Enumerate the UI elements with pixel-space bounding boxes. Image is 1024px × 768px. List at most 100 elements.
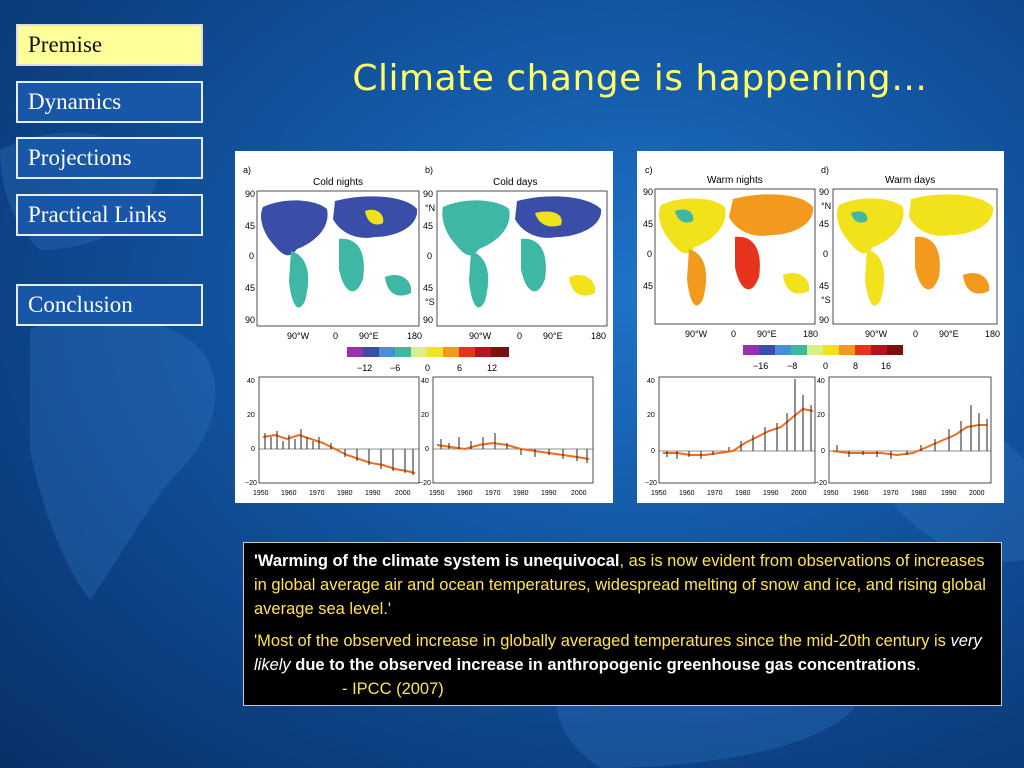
svg-text:0: 0	[647, 249, 652, 259]
svg-text:−20: −20	[815, 480, 827, 487]
svg-text:90°W: 90°W	[865, 329, 888, 339]
svg-text:12: 12	[487, 363, 497, 373]
svg-text:2000: 2000	[969, 490, 985, 497]
svg-text:1950: 1950	[429, 490, 445, 497]
svg-text:1970: 1970	[883, 490, 899, 497]
svg-text:180: 180	[407, 331, 422, 341]
svg-text:1990: 1990	[541, 490, 557, 497]
panel-b-map	[437, 191, 607, 326]
timeseries-warm-days: 40 20 0 −20 1950 1960 1970 1980 1990 200…	[815, 377, 991, 497]
svg-text:90°W: 90°W	[685, 329, 708, 339]
svg-text:0: 0	[823, 249, 828, 259]
panel-a-letter: a)	[243, 165, 251, 175]
svg-text:0: 0	[913, 329, 918, 339]
svg-text:90°E: 90°E	[359, 331, 379, 341]
svg-text:1990: 1990	[941, 490, 957, 497]
svg-text:°N: °N	[821, 201, 831, 211]
nav-dynamics[interactable]: Dynamics	[16, 81, 203, 123]
svg-text:45: 45	[643, 281, 653, 291]
svg-text:0: 0	[251, 446, 255, 453]
svg-text:−20: −20	[245, 480, 257, 487]
svg-text:180: 180	[985, 329, 1000, 339]
svg-text:−16: −16	[753, 361, 768, 371]
nav-conclusion[interactable]: Conclusion	[16, 284, 203, 326]
timeseries-warm-nights: 40 20 0 −20 1950 1960 1970 1980 1990 200…	[645, 377, 815, 497]
figure-warm-extremes: c) Warm nights 90 45 0 45 d) Warm days	[637, 151, 1004, 503]
svg-text:1970: 1970	[309, 490, 325, 497]
svg-text:°S: °S	[821, 295, 831, 305]
svg-text:1980: 1980	[513, 490, 529, 497]
quote-paragraph-1: 'Warming of the climate system is unequi…	[254, 549, 991, 621]
nav-practical-links[interactable]: Practical Links	[16, 194, 203, 236]
timeseries-cold-days: 40 20 0 −20 1950 1960 1970 1980 1990 200…	[419, 377, 593, 497]
svg-text:1960: 1960	[853, 490, 869, 497]
svg-text:45: 45	[819, 219, 829, 229]
svg-text:45: 45	[819, 281, 829, 291]
nav-premise[interactable]: Premise	[16, 24, 203, 66]
quote-source: - IPCC (2007)	[342, 680, 444, 698]
svg-text:°N: °N	[425, 203, 435, 213]
svg-text:90: 90	[423, 315, 433, 325]
svg-text:40: 40	[421, 378, 429, 385]
colour-scale-left: −12 −6 0 6 12	[347, 347, 509, 373]
svg-text:0: 0	[427, 251, 432, 261]
quote-p2-end: .	[916, 656, 921, 674]
svg-text:180: 180	[591, 331, 606, 341]
svg-text:6: 6	[457, 363, 462, 373]
svg-text:20: 20	[817, 412, 825, 419]
panel-c-letter: c)	[645, 165, 653, 175]
panel-b-title: Cold days	[493, 177, 537, 188]
svg-text:1990: 1990	[365, 490, 381, 497]
svg-text:2000: 2000	[395, 490, 411, 497]
svg-text:1950: 1950	[823, 490, 839, 497]
svg-text:1990: 1990	[763, 490, 779, 497]
svg-text:45: 45	[643, 219, 653, 229]
quote-p2-start: 'Most of the observed increase in global…	[254, 632, 951, 650]
nav-projections[interactable]: Projections	[16, 137, 203, 179]
svg-text:0: 0	[249, 251, 254, 261]
svg-text:90°E: 90°E	[543, 331, 563, 341]
panel-d-lat-ticks: 90 °N 45 0 45 °S 90	[819, 187, 831, 325]
svg-text:8: 8	[853, 361, 858, 371]
svg-text:90: 90	[423, 189, 433, 199]
quote-p1-bold: 'Warming of the climate system is unequi…	[254, 552, 620, 570]
svg-text:90: 90	[245, 189, 255, 199]
svg-text:1970: 1970	[707, 490, 723, 497]
svg-text:0: 0	[731, 329, 736, 339]
svg-text:1950: 1950	[253, 490, 269, 497]
svg-text:−6: −6	[390, 363, 400, 373]
svg-text:0: 0	[823, 361, 828, 371]
svg-text:45: 45	[245, 221, 255, 231]
svg-text:90°E: 90°E	[939, 329, 959, 339]
svg-text:1980: 1980	[337, 490, 353, 497]
svg-text:2000: 2000	[571, 490, 587, 497]
svg-text:45: 45	[423, 283, 433, 293]
panel-c-title: Warm nights	[707, 175, 763, 186]
quote-p2-bold: due to the observed increase in anthropo…	[291, 656, 916, 674]
svg-text:°S: °S	[425, 297, 435, 307]
svg-text:−12: −12	[357, 363, 372, 373]
svg-text:20: 20	[421, 412, 429, 419]
svg-text:0: 0	[651, 448, 655, 455]
svg-text:45: 45	[423, 221, 433, 231]
svg-text:0: 0	[425, 363, 430, 373]
colour-scale-right: −16 −8 0 8 16	[743, 345, 903, 371]
svg-text:1970: 1970	[485, 490, 501, 497]
panel-c-map	[655, 189, 815, 324]
svg-text:90: 90	[819, 315, 829, 325]
figure-cold-extremes: a) Cold nights 90 45 0 45 90 b) Cold day…	[235, 151, 613, 503]
svg-text:1960: 1960	[679, 490, 695, 497]
panel-a-title: Cold nights	[313, 177, 363, 188]
svg-text:20: 20	[247, 412, 255, 419]
svg-text:90: 90	[245, 315, 255, 325]
timeseries-cold-nights: 40 20 0 −20 1950 1960 1970 1980 1990 200…	[245, 377, 419, 497]
svg-text:90: 90	[819, 187, 829, 197]
svg-text:90: 90	[643, 187, 653, 197]
lon-ticks-right: 90°W 0 90°E 180 90°W 0 90°E 180	[685, 329, 1000, 339]
panel-a-lat-ticks: 90 45 0 45 90	[245, 189, 255, 325]
svg-text:45: 45	[245, 283, 255, 293]
svg-text:−20: −20	[419, 480, 431, 487]
svg-text:1980: 1980	[735, 490, 751, 497]
svg-text:0: 0	[425, 446, 429, 453]
svg-text:0: 0	[517, 331, 522, 341]
